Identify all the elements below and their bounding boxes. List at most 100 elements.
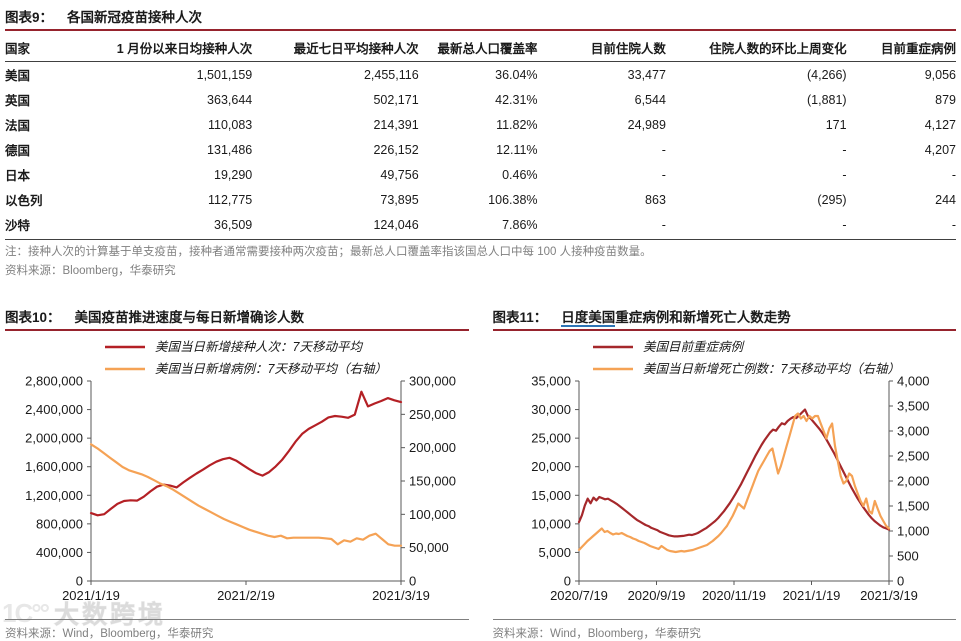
table-cell-value: 110,083 (207, 117, 253, 132)
vaccine-table-body: 美国 1,501,159 2,455,116 36.04% 33,477 (4,266) 9… (5, 62, 956, 240)
svg-text:30,000: 30,000 (531, 402, 571, 417)
table-cell-country: 日本 (5, 169, 31, 183)
col-header-daily-avg-jan: 1 月份以来日均接种人次 (90, 33, 253, 62)
table-cell-value: 0.46% (502, 167, 538, 182)
table-cell-value: - (842, 142, 847, 157)
svg-text:150,000: 150,000 (409, 474, 456, 489)
table-cell-value: - (661, 142, 666, 157)
table-row: 法国 110,083 214,391 11.82% 24,989 171 4,127 (5, 112, 956, 137)
table-row: 美国 1,501,159 2,455,116 36.04% 33,477 (4,266) 9… (5, 62, 956, 88)
svg-text:0: 0 (76, 574, 83, 589)
figure11-label: 图表11： (492, 310, 548, 325)
svg-text:0: 0 (897, 574, 904, 589)
svg-text:1,200,000: 1,200,000 (25, 488, 83, 503)
table-cell-value: 863 (645, 192, 666, 207)
figure9-table-section: 图表9： 各国新冠疫苗接种人次 国家 1 月份以来日均接种人次 最近七日平均接种… (5, 6, 956, 278)
figure11-title-rest: 重症病例和新增死亡人数走势 (615, 310, 791, 325)
table-cell-value: 879 (935, 92, 956, 107)
table-cell-value: 4,127 (924, 117, 956, 132)
table-cell-value: 214,391 (373, 117, 419, 132)
legend-entry: 美国当日新增接种人次：7天移动平均 (155, 340, 363, 354)
svg-text:2,000: 2,000 (897, 474, 930, 489)
svg-text:250,000: 250,000 (409, 407, 456, 422)
table-row: 日本 19,290 49,756 0.46% - - - (5, 162, 956, 187)
table-row: 沙特 36,509 124,046 7.86% - - - (5, 212, 956, 240)
table-cell-value: 73,895 (380, 192, 419, 207)
table-cell-value: 244 (935, 192, 956, 207)
svg-text:20,000: 20,000 (531, 459, 571, 474)
table-cell-country: 以色列 (5, 194, 43, 208)
table-row: 德国 131,486 226,152 12.11% - - 4,207 (5, 137, 956, 162)
svg-text:35,000: 35,000 (531, 374, 571, 389)
svg-text:10,000: 10,000 (531, 516, 571, 531)
col-header-hosp-change: 住院人数的环比上周变化 (665, 33, 847, 62)
svg-text:2020/7/19: 2020/7/19 (550, 588, 608, 603)
table-cell-value: - (661, 167, 666, 182)
table-cell-country: 德国 (5, 144, 31, 158)
legend-entry: 美国当日新增死亡例数：7天移动平均（右轴） (643, 362, 900, 376)
svg-text:1,600,000: 1,600,000 (25, 459, 83, 474)
charts-row: 图表10： 美国疫苗推进速度与每日新增确诊人数 美国当日新增接种人次：7天移动平… (5, 306, 956, 641)
table-cell-value: - (846, 212, 956, 240)
svg-text:100,000: 100,000 (409, 507, 456, 522)
figure11-panel: 图表11： 日度美国重症病例和新增死亡人数走势 美国目前重症病例美国当日新增死亡… (492, 306, 956, 641)
table-cell-value: - (951, 167, 956, 182)
series-line (577, 408, 890, 538)
col-header-hospitalized: 目前住院人数 (537, 33, 666, 62)
table-cell-value: 11.82% (496, 117, 538, 132)
table-cell-value: - (537, 212, 666, 240)
col-header-severe: 目前重症病例 (846, 33, 956, 62)
svg-text:25,000: 25,000 (531, 431, 571, 446)
table-cell-value: 42.31% (495, 92, 538, 107)
table-cell-value: 4,207 (924, 142, 956, 157)
table-cell-value: 171 (825, 117, 847, 132)
svg-text:0: 0 (563, 574, 570, 589)
svg-text:2021/2/19: 2021/2/19 (217, 588, 275, 603)
table-cell-value: (1,881) (806, 92, 847, 107)
table-cell-value: 131,486 (207, 142, 253, 157)
table-cell-country: 美国 (5, 69, 31, 83)
table-cell-value: 9,056 (924, 67, 956, 82)
figure9-title-row: 图表9： 各国新冠疫苗接种人次 (5, 6, 956, 31)
svg-text:300,000: 300,000 (409, 374, 456, 389)
legend-entry: 美国目前重症病例 (643, 340, 746, 354)
svg-text:2021/1/19: 2021/1/19 (782, 588, 840, 603)
table-cell-value: 363,644 (207, 92, 253, 107)
svg-text:2021/3/19: 2021/3/19 (860, 588, 918, 603)
svg-text:800,000: 800,000 (36, 516, 83, 531)
table-row: 英国 363,644 502,171 42.31% 6,544 (1,881) 879 (5, 87, 956, 112)
table-cell-value: 19,290 (214, 167, 253, 182)
table-cell-value: - (665, 212, 847, 240)
svg-text:1,000: 1,000 (897, 524, 930, 539)
table-cell-value: 49,756 (380, 167, 419, 182)
col-header-7day-avg: 最近七日平均接种人次 (252, 33, 419, 62)
table-cell-value: 124,046 (252, 212, 419, 240)
table-cell-value: 6,544 (634, 92, 666, 107)
svg-text:0: 0 (409, 574, 416, 589)
svg-text:3,500: 3,500 (897, 399, 930, 414)
table-cell-country: 沙特 (5, 212, 91, 240)
table-cell-value: 24,989 (627, 117, 666, 132)
vaccine-table: 国家 1 月份以来日均接种人次 最近七日平均接种人次 最新总人口覆盖率 目前住院… (5, 33, 956, 240)
figure9-label: 图表9： (5, 10, 54, 25)
svg-text:15,000: 15,000 (531, 488, 571, 503)
table-cell-value: - (842, 167, 847, 182)
figure11-title-underlined: 日度美国 (561, 310, 616, 327)
figure10-title: 美国疫苗推进速度与每日新增确诊人数 (74, 310, 305, 325)
table-cell-value: 12.11% (496, 142, 538, 157)
table-cell-value: 2,455,116 (363, 67, 419, 82)
series-line (577, 412, 890, 554)
figure11-title-row: 图表11： 日度美国重症病例和新增死亡人数走势 (492, 306, 956, 331)
figure10-label: 图表10： (5, 310, 61, 325)
table-cell-value: 1,501,159 (196, 67, 253, 82)
figure10-title-row: 图表10： 美国疫苗推进速度与每日新增确诊人数 (5, 306, 469, 331)
table-cell-value: (295) (817, 192, 847, 207)
figure10-panel: 图表10： 美国疫苗推进速度与每日新增确诊人数 美国当日新增接种人次：7天移动平… (5, 306, 469, 641)
svg-text:2,500: 2,500 (897, 449, 930, 464)
svg-text:2021/3/19: 2021/3/19 (372, 588, 430, 603)
legend-entry: 美国当日新增病例：7天移动平均（右轴） (155, 362, 387, 376)
table-cell-value: (4,266) (806, 67, 847, 82)
